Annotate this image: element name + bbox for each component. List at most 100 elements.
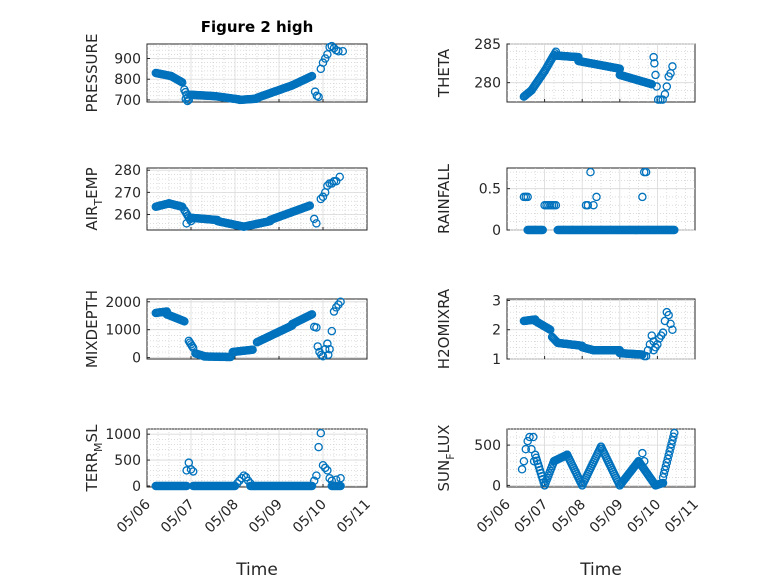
data-point (638, 350, 647, 359)
y-tick-label: 280 (114, 163, 141, 179)
data-point (334, 47, 343, 56)
data-point (309, 214, 319, 224)
data-point (338, 47, 348, 56)
data-point (318, 460, 328, 470)
y-axis-label: SUNFLUX (435, 425, 457, 492)
data-point (307, 310, 317, 319)
data-point (643, 345, 653, 355)
data-point (320, 54, 330, 63)
x-axis-label: Time (235, 560, 278, 580)
data-point (323, 181, 332, 190)
data-point (525, 432, 534, 442)
y-tick-label: 0 (492, 478, 501, 494)
data-point (182, 219, 191, 228)
data-series (151, 172, 344, 231)
data-point (305, 201, 315, 210)
data-point (177, 78, 187, 87)
data-point (638, 448, 647, 458)
data-point (538, 225, 547, 235)
data-point (668, 325, 677, 334)
data-point (232, 479, 242, 488)
data-point (529, 456, 539, 466)
data-point (318, 58, 328, 67)
data-point (180, 317, 189, 326)
data-point (324, 350, 333, 360)
data-point (647, 79, 657, 89)
y-tick-label: 260 (114, 208, 141, 224)
subplot-h2omixra: 1 2 3 H2OMIXRA (435, 288, 696, 369)
data-point (312, 323, 321, 332)
data-point (653, 340, 662, 349)
data-point (183, 96, 192, 106)
data-point (316, 428, 326, 438)
data-point (235, 476, 244, 486)
data-point (527, 444, 536, 454)
y-tick-label: 2000 (105, 295, 141, 311)
data-series (151, 41, 348, 106)
data-point (589, 200, 598, 210)
data-series (517, 428, 679, 490)
y-tick-label: 800 (114, 72, 141, 88)
data-point (650, 59, 659, 68)
y-tick-label: 0 (132, 479, 141, 495)
x-axis-label: Time (579, 560, 622, 580)
data-point (519, 456, 529, 466)
data-point (323, 339, 332, 348)
data-point (529, 432, 538, 442)
data-point (325, 344, 334, 354)
data-point (313, 342, 322, 351)
data-series (151, 297, 345, 362)
y-tick-label: 0.5 (479, 182, 501, 198)
data-series (519, 307, 677, 361)
data-point (651, 70, 660, 80)
data-series (519, 47, 677, 104)
data-point (652, 82, 661, 91)
y-axis-label: PRESSURE (83, 34, 101, 113)
chart-title: Figure 2 high (201, 18, 314, 36)
data-point (336, 473, 345, 483)
data-point (523, 192, 532, 202)
data-point (230, 481, 240, 491)
data-point (647, 331, 657, 340)
data-point (664, 310, 673, 320)
data-point (186, 465, 196, 474)
data-point (336, 297, 345, 307)
y-axis-label: RAINFALL (435, 163, 453, 234)
y-tick-label: 280 (474, 76, 501, 92)
data-point (327, 476, 337, 486)
data-point (521, 444, 531, 454)
data-point (649, 345, 658, 355)
y-tick-label: 270 (114, 185, 141, 201)
data-point (239, 471, 249, 480)
data-point (658, 328, 668, 337)
y-tick-label: 1000 (105, 427, 141, 443)
data-point (660, 90, 670, 99)
y-tick-label: 900 (114, 52, 141, 68)
data-point (658, 478, 668, 488)
subplot-air: 260 270 280 AIRTEMP (83, 163, 368, 231)
data-point (314, 442, 323, 452)
y-axis-label: AIRTEMP (83, 167, 105, 230)
y-axis-label: THETA (435, 48, 453, 98)
y-tick-label: 1000 (105, 323, 141, 339)
y-axis-label: TERRMSL (83, 424, 105, 493)
data-point (583, 200, 593, 210)
data-point (320, 463, 330, 473)
y-tick-label: 1 (492, 352, 501, 368)
data-series (151, 428, 345, 491)
data-point (181, 94, 190, 104)
data-point (668, 62, 677, 71)
data-point (586, 167, 595, 177)
subplot-theta: 280 285 THETA (435, 37, 696, 104)
data-point (323, 466, 332, 475)
data-point (307, 71, 317, 81)
data-point (335, 172, 344, 182)
data-point (309, 476, 319, 486)
data-point (307, 481, 317, 491)
data-point (327, 326, 337, 336)
data-point (246, 479, 255, 488)
y-tick-label: 285 (474, 37, 501, 53)
data-point (639, 456, 649, 466)
